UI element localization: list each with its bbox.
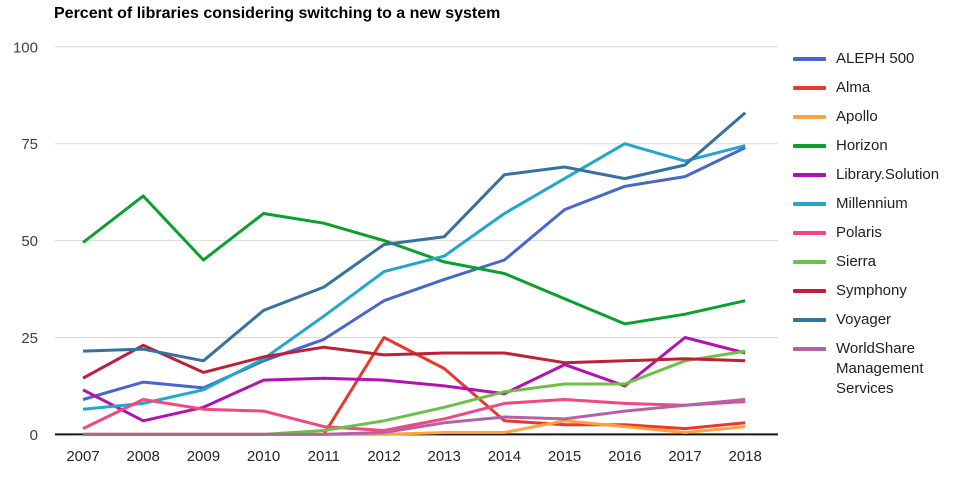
legend-swatch	[793, 115, 826, 119]
legend-item: Symphony	[793, 281, 958, 301]
legend-swatch	[793, 347, 826, 351]
legend-label: WorldShare Management Services	[836, 340, 924, 397]
legend-swatch	[793, 318, 826, 322]
series-line-library-solution	[82, 336, 746, 423]
legend-item: ALEPH 500	[793, 49, 958, 69]
legend-swatch	[793, 289, 826, 293]
x-tick-label: 2018	[729, 448, 762, 465]
legend-swatch	[793, 231, 826, 235]
legend-swatch	[793, 86, 826, 90]
legend-item: WorldShare Management Services	[793, 339, 958, 399]
x-tick-label: 2014	[488, 448, 521, 465]
legend-item: Voyager	[793, 310, 958, 330]
legend-swatch	[793, 173, 826, 177]
legend-item: Apollo	[793, 107, 958, 127]
legend-label: Millennium	[836, 195, 908, 212]
series-line-millennium	[82, 142, 746, 411]
legend-label: Polaris	[836, 224, 882, 241]
legend-swatch	[793, 260, 826, 264]
legend-item: Millennium	[793, 194, 958, 214]
legend-item: Alma	[793, 78, 958, 98]
series-lines	[82, 111, 747, 436]
legend-swatch	[793, 144, 826, 148]
legend-item: Sierra	[793, 252, 958, 272]
x-tick-label: 2017	[668, 448, 701, 465]
x-tick-label: 2012	[367, 448, 400, 465]
legend-item: Polaris	[793, 223, 958, 243]
chart-title: Percent of libraries considering switchi…	[54, 5, 501, 22]
x-tick-label: 2008	[127, 448, 160, 465]
legend-label: Alma	[836, 79, 871, 96]
x-tick-label: 2009	[187, 448, 220, 465]
legend-label: Library.Solution	[836, 166, 940, 183]
legend-label: Symphony	[836, 282, 907, 299]
series-line-polaris	[82, 398, 746, 432]
legend-label: ALEPH 500	[836, 50, 915, 67]
legend-swatch	[793, 57, 826, 61]
x-tick-label: 2011	[308, 448, 340, 465]
x-axis-tick-labels: 2007 2008 2009 2010 2011 2012 2013 2014 2015 2016…	[66, 448, 762, 465]
x-tick-label: 2013	[428, 448, 461, 465]
y-tick-label: 100	[13, 39, 38, 56]
series-line-horizon	[82, 194, 746, 326]
legend-label: Apollo	[836, 108, 878, 125]
legend-item: Library.Solution	[793, 165, 958, 185]
x-tick-label: 2016	[608, 448, 641, 465]
legend-label: Sierra	[836, 253, 877, 270]
series-line-voyager	[82, 111, 747, 363]
series-line-worldshare-management-services	[83, 398, 746, 436]
legend-label: Voyager	[836, 311, 892, 328]
series-line-aleph-500	[82, 146, 746, 401]
x-tick-label: 2015	[548, 448, 581, 465]
y-tick-label: 75	[21, 136, 38, 153]
legend-swatch	[793, 202, 826, 206]
legend: ALEPH 500 Alma Apollo Horizon Library.Soluti…	[793, 49, 958, 408]
y-tick-label: 25	[21, 330, 38, 347]
legend-label: Horizon	[836, 137, 888, 154]
x-tick-label: 2010	[247, 448, 280, 465]
y-axis-tick-labels: 0 25 50 75 100	[13, 39, 38, 444]
y-tick-label: 0	[30, 427, 38, 444]
x-tick-label: 2007	[66, 448, 99, 465]
y-tick-label: 50	[21, 233, 38, 250]
series-line-symphony	[82, 343, 746, 380]
legend-item: Horizon	[793, 136, 958, 156]
